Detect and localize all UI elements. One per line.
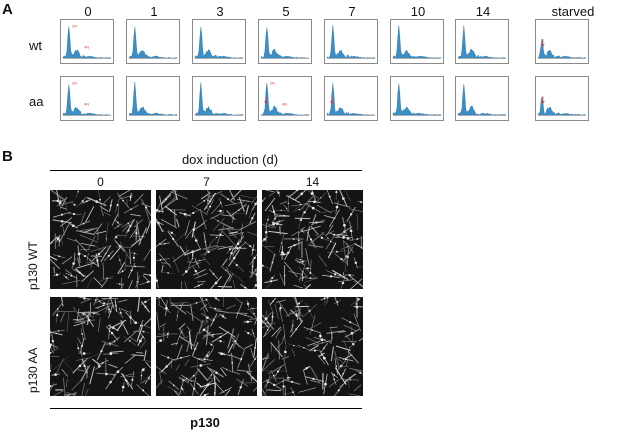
panel-a-letter: A bbox=[2, 1, 13, 18]
row-label-aa: aa bbox=[29, 94, 44, 109]
dox-col-7: 7 bbox=[203, 175, 210, 189]
histogram-aa-starved bbox=[535, 76, 589, 121]
histogram-wt-7 bbox=[324, 19, 378, 64]
subg1-arrow bbox=[541, 39, 545, 48]
histogram-fill bbox=[326, 83, 376, 116]
histogram-fill bbox=[128, 26, 178, 59]
col-header-10: 10 bbox=[410, 4, 426, 19]
histogram-fill bbox=[62, 84, 112, 116]
annotation-4n: 4N bbox=[84, 46, 89, 50]
annotation-2n: 2N bbox=[72, 82, 77, 86]
row-label-p130-aa: p130 AA bbox=[26, 347, 40, 393]
histogram-fill bbox=[457, 83, 507, 116]
subg1-arrow bbox=[330, 96, 334, 105]
dox-col-14: 14 bbox=[305, 175, 320, 189]
histogram-wt-starved bbox=[535, 19, 589, 64]
dox-title-rule bbox=[50, 170, 362, 171]
histogram-wt-5 bbox=[258, 19, 312, 64]
histogram-wt-3 bbox=[192, 19, 246, 64]
subg1-arrow bbox=[264, 96, 268, 105]
histogram-fill bbox=[326, 25, 376, 59]
histogram-wt-0: 2N 4N bbox=[60, 19, 114, 64]
panel-b-letter: B bbox=[2, 148, 13, 165]
micrograph-p130-aa-day-7 bbox=[156, 297, 257, 396]
row-label-wt: wt bbox=[29, 38, 42, 53]
col-header-1: 1 bbox=[150, 4, 158, 19]
micrograph-p130-aa-day-0 bbox=[50, 297, 151, 396]
annotation-2n: 2N bbox=[270, 82, 275, 86]
col-header-3: 3 bbox=[216, 4, 224, 19]
dox-col-0: 0 bbox=[97, 175, 104, 189]
histogram-fill bbox=[457, 25, 507, 59]
histogram-aa-10 bbox=[390, 76, 444, 121]
micrograph-p130-wt-day-14 bbox=[262, 190, 363, 289]
micrograph-p130-wt-day-0 bbox=[50, 190, 151, 289]
col-header-5: 5 bbox=[282, 4, 290, 19]
histogram-fill bbox=[392, 83, 442, 116]
col-header-starved: starved bbox=[551, 4, 595, 19]
histogram-fill bbox=[537, 97, 587, 116]
micrograph-p130-aa-day-14 bbox=[262, 297, 363, 396]
histogram-aa-5: 2N 4N bbox=[258, 76, 312, 121]
col-header-0: 0 bbox=[84, 4, 92, 19]
row-label-p130-wt: p130 WT bbox=[26, 241, 40, 290]
annotation-4n: 4N bbox=[282, 103, 287, 107]
histogram-wt-1 bbox=[126, 19, 180, 64]
histogram-fill bbox=[128, 81, 178, 116]
col-header-14: 14 bbox=[475, 4, 491, 19]
footer-rule bbox=[50, 408, 362, 409]
panel-b-footer: p130 bbox=[190, 415, 220, 430]
histogram-fill bbox=[260, 27, 310, 59]
col-header-7: 7 bbox=[348, 4, 356, 19]
histogram-wt-14 bbox=[455, 19, 509, 64]
histogram-aa-3 bbox=[192, 76, 246, 121]
histogram-aa-1 bbox=[126, 76, 180, 121]
histogram-fill bbox=[260, 82, 310, 116]
annotation-4n: 4N bbox=[84, 103, 89, 107]
histogram-wt-10 bbox=[390, 19, 444, 64]
annotation-2n: 2N bbox=[72, 25, 77, 29]
dox-induction-title: dox induction (d) bbox=[181, 152, 279, 167]
histogram-aa-14 bbox=[455, 76, 509, 121]
subg1-arrow bbox=[541, 96, 545, 105]
histogram-fill bbox=[194, 27, 244, 59]
histogram-fill bbox=[392, 25, 442, 59]
histogram-fill bbox=[194, 82, 244, 116]
histogram-fill bbox=[537, 38, 587, 59]
histogram-aa-0: 2N 4N bbox=[60, 76, 114, 121]
micrograph-p130-wt-day-7 bbox=[156, 190, 257, 289]
histogram-fill bbox=[62, 26, 112, 59]
histogram-aa-7 bbox=[324, 76, 378, 121]
